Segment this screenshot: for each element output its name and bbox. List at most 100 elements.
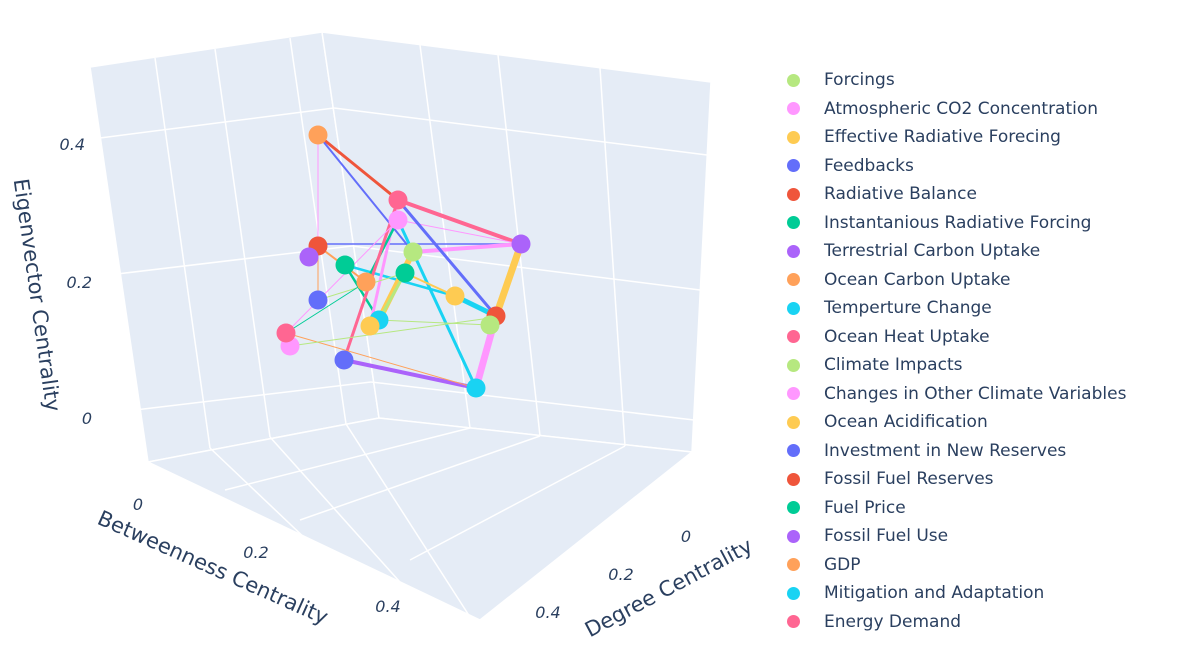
legend-item[interactable]: Changes in Other Climate Variables [778, 380, 1178, 409]
network-node[interactable] [466, 378, 486, 398]
legend-item[interactable]: Feedbacks [778, 152, 1178, 181]
network-edge [396, 198, 498, 318]
legend-label: GDP [824, 554, 861, 575]
legend-item[interactable]: Energy Demand [778, 608, 1178, 637]
network-node[interactable] [388, 190, 408, 210]
z-tick-label: 0 [82, 409, 92, 428]
legend-label: Climate Impacts [824, 355, 963, 376]
network-edge [396, 198, 523, 246]
legend-label: Forcings [824, 70, 895, 91]
legend-label: Ocean Acidification [824, 412, 988, 433]
legend-marker-icon [787, 415, 800, 429]
legend-marker-icon [787, 159, 800, 173]
network-edge [285, 281, 367, 334]
legend-label: Atmospheric CO2 Concentration [824, 98, 1099, 119]
legend-item[interactable]: Ocean Heat Uptake [778, 323, 1178, 352]
legend-marker-icon [787, 387, 800, 401]
legend-marker-icon [787, 330, 800, 344]
legend-item[interactable]: Effective Radiative Forecing [778, 123, 1178, 152]
network-node[interactable] [445, 286, 465, 306]
legend-label: Effective Radiative Forecing [824, 127, 1061, 148]
legend-label: Fossil Fuel Use [824, 526, 949, 547]
legend-item[interactable]: Ocean Acidification [778, 408, 1178, 437]
network-edge [289, 317, 491, 347]
legend-label: Fossil Fuel Reserves [824, 469, 994, 490]
legend-label: Changes in Other Climate Variables [824, 383, 1127, 404]
network-node[interactable] [334, 350, 354, 370]
network-node[interactable] [308, 125, 328, 145]
legend-label: Ocean Heat Uptake [824, 326, 990, 347]
chart-svg[interactable]: 0.4 0.2 0 0 0.2 0.4 0 0.2 0.4 Eigenvecto… [0, 0, 760, 664]
z-tick-label: 0.4 [60, 135, 85, 154]
legend-marker-icon [787, 130, 800, 144]
legend-item[interactable]: Mitigation and Adaptation [778, 579, 1178, 608]
network-edge [285, 219, 399, 334]
legend-item[interactable]: Investment in New Reserves [778, 437, 1178, 466]
network-node[interactable] [299, 247, 319, 267]
legend-marker-icon [787, 73, 800, 87]
chart-plot-area[interactable]: 0.4 0.2 0 0 0.2 0.4 0 0.2 0.4 Eigenvecto… [0, 0, 760, 664]
legend-item[interactable]: Instantanious Radiative Forcing [778, 209, 1178, 238]
legend-marker-icon [787, 301, 800, 315]
scene-panels [89, 31, 712, 621]
legend-item[interactable]: Fossil Fuel Use [778, 522, 1178, 551]
tick-labels: 0.4 0.2 0 0 0.2 0.4 0 0.2 0.4 [60, 135, 692, 622]
network-node[interactable] [403, 242, 423, 262]
network-edge [342, 358, 478, 390]
network-node[interactable] [480, 315, 500, 335]
legend-item[interactable]: Temperture Change [778, 294, 1178, 323]
network-edge [316, 133, 400, 202]
legend-label: Feedbacks [824, 155, 914, 176]
network-edge [317, 134, 414, 253]
legend-item[interactable]: Fossil Fuel Reserves [778, 465, 1178, 494]
network-node[interactable] [276, 323, 296, 343]
x-tick-label: 0.4 [375, 597, 400, 616]
grid-line [419, 44, 471, 429]
legend-item[interactable]: Climate Impacts [778, 351, 1178, 380]
legend-marker-icon [787, 187, 800, 201]
grid-line [214, 48, 271, 438]
y-tick-label: 0 [681, 527, 691, 546]
network-edge [378, 319, 491, 326]
chart-legend: Forcings Atmospheric CO2 Concentration Eff… [778, 66, 1178, 636]
network-node[interactable] [308, 290, 328, 310]
legend-item[interactable]: Atmospheric CO2 Concentration [778, 95, 1178, 124]
legend-item[interactable]: Ocean Carbon Uptake [778, 266, 1178, 295]
grid-line [370, 381, 695, 421]
network-node[interactable] [356, 272, 376, 292]
network-node[interactable] [360, 316, 380, 336]
legend-marker-icon [787, 358, 800, 372]
grid-line [599, 67, 626, 447]
legend-marker-icon [787, 244, 800, 258]
z-axis-title: Eigenvector Centrality [9, 177, 65, 413]
network-node[interactable] [335, 255, 355, 275]
legend-label: Investment in New Reserves [824, 440, 1067, 461]
legend-item[interactable]: Radiative Balance [778, 180, 1178, 209]
legend-marker-icon [787, 472, 800, 486]
network-node[interactable] [388, 210, 408, 230]
legend-label: Ocean Carbon Uptake [824, 269, 1011, 290]
network-node[interactable] [511, 234, 531, 254]
legend-item[interactable]: Terrestrial Carbon Uptake [778, 237, 1178, 266]
legend-marker-icon [787, 216, 800, 230]
network-node[interactable] [395, 263, 415, 283]
legend-label: Mitigation and Adaptation [824, 583, 1045, 604]
legend-label: Instantanious Radiative Forcing [824, 212, 1092, 233]
legend-label: Energy Demand [824, 611, 962, 632]
legend-marker-icon [787, 529, 800, 543]
legend-marker-icon [787, 615, 800, 629]
legend-item[interactable]: Forcings [778, 66, 1178, 95]
legend-marker-icon [787, 102, 800, 116]
legend-item[interactable]: Fuel Price [778, 494, 1178, 523]
y-tick-label: 0.2 [608, 565, 633, 584]
legend-marker-icon [787, 501, 800, 515]
grid-line [224, 427, 471, 491]
x-tick-label: 0 [133, 495, 143, 514]
network-nodes [276, 125, 531, 398]
legend-label: Radiative Balance [824, 184, 977, 205]
y-tick-label: 0.4 [535, 603, 560, 622]
z-tick-label: 0.2 [67, 273, 92, 292]
legend-item[interactable]: GDP [778, 551, 1178, 580]
grid-line [154, 57, 211, 449]
legend-marker-icon [787, 586, 800, 600]
